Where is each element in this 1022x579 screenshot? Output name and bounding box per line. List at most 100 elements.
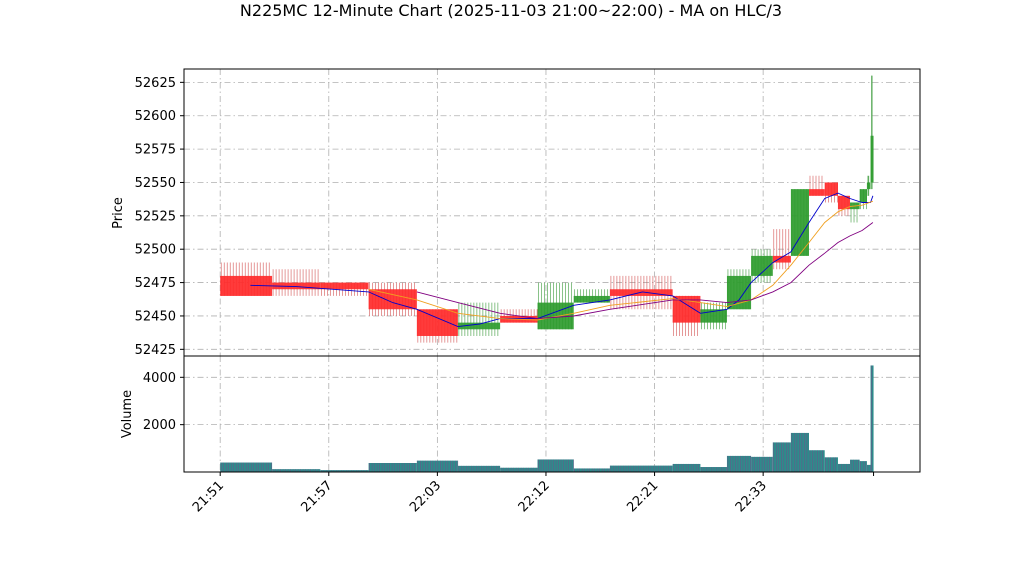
candle-body xyxy=(416,309,458,336)
volume-bar-fill xyxy=(772,442,791,472)
volume-panel-frame xyxy=(183,355,921,473)
candle-body xyxy=(837,195,851,210)
moving-average-line-ma-mid xyxy=(368,200,874,321)
volume-bar xyxy=(500,467,538,472)
candle-body xyxy=(726,275,752,310)
candle xyxy=(272,269,321,296)
candle xyxy=(457,302,501,336)
price-axis-title: Price xyxy=(111,197,126,229)
volume-bar xyxy=(700,467,727,472)
price-tick-label: 52450 xyxy=(135,309,176,324)
moving-average-line-ma-fast xyxy=(250,192,874,328)
candle xyxy=(537,282,574,330)
candle-body xyxy=(368,289,417,310)
candle xyxy=(859,189,867,210)
price-tick-label: 52500 xyxy=(135,243,176,258)
volume-bar-fill xyxy=(573,468,610,472)
volume-bar-fill xyxy=(368,463,417,472)
candle-body xyxy=(573,295,610,303)
candle-body xyxy=(859,189,867,203)
volume-bar-fill xyxy=(672,463,701,472)
price-tick-label: 52525 xyxy=(135,209,176,224)
volume-bar xyxy=(772,442,791,472)
candle-body xyxy=(320,282,369,290)
candle xyxy=(808,175,825,196)
x-tick-label: 21:57 xyxy=(299,478,336,515)
candle xyxy=(700,302,727,330)
price-tick-label: 52475 xyxy=(135,276,176,291)
x-tick-label: 22:03 xyxy=(407,478,444,515)
candle xyxy=(837,195,851,216)
volume-bar xyxy=(672,463,701,472)
candle-body xyxy=(220,275,273,296)
candle xyxy=(824,182,838,203)
volume-bar xyxy=(726,455,752,472)
volume-bar xyxy=(537,459,574,472)
volume-bar xyxy=(808,450,825,472)
candle xyxy=(368,282,417,316)
candle xyxy=(870,75,874,190)
volume-bar xyxy=(837,463,851,472)
volume-bar xyxy=(870,365,874,472)
volume-bar-fill xyxy=(790,432,809,472)
candle-body xyxy=(870,135,874,183)
volume-bar xyxy=(416,460,459,472)
x-tick-label: 22:12 xyxy=(516,478,553,515)
candle xyxy=(866,175,871,196)
price-tick-label: 52575 xyxy=(135,143,176,158)
volume-bar-fill xyxy=(850,459,860,472)
volume-bar xyxy=(368,463,417,472)
moving-average-line-ma-slow xyxy=(416,222,874,320)
chart-title: N225MC 12-Minute Chart (2025-11-03 21:00… xyxy=(240,1,782,20)
candle-body xyxy=(808,189,825,196)
volume-bar xyxy=(824,457,838,472)
volume-axis-title: Volume xyxy=(120,390,135,438)
candle-body xyxy=(751,255,773,276)
candle-body xyxy=(866,182,871,190)
volume-bar-fill xyxy=(537,459,574,472)
volume-bar xyxy=(790,432,809,472)
volume-bars xyxy=(220,365,874,472)
x-tick-label: 21:51 xyxy=(190,478,227,515)
price-tick-label: 52625 xyxy=(135,76,176,91)
volume-bar-fill xyxy=(320,470,369,472)
time-x-axis: 21:51 21:57 22:03 22:12 22:21 22:33 xyxy=(190,472,875,515)
x-tick-label: 22:21 xyxy=(624,478,661,515)
price-moving-averages xyxy=(250,192,874,328)
price-tick-label: 52600 xyxy=(135,109,176,124)
volume-bar-fill xyxy=(866,464,871,472)
volume-bar xyxy=(751,456,773,472)
volume-bar xyxy=(850,459,860,472)
volume-bar-fill xyxy=(808,450,825,472)
volume-bar-fill xyxy=(870,365,874,472)
price-tick-label: 52425 xyxy=(135,343,176,358)
price-candles xyxy=(220,75,874,343)
candle-body xyxy=(824,182,838,196)
volume-tick-label: 4000 xyxy=(143,371,176,386)
candle xyxy=(751,249,773,283)
candle-body xyxy=(772,255,791,263)
volume-bar xyxy=(220,462,273,472)
price-tick-label: 52550 xyxy=(135,176,176,191)
candle xyxy=(220,262,273,296)
candle xyxy=(573,289,610,303)
volume-bar-fill xyxy=(272,469,321,472)
volume-bar-fill xyxy=(824,457,838,472)
volume-bar xyxy=(573,468,610,472)
candle xyxy=(672,295,701,336)
price-y-axis: 52425 52450 52475 52500 52525 52550 52575 52600… xyxy=(135,76,184,358)
candle-body xyxy=(457,322,501,330)
candle xyxy=(416,309,458,343)
volume-tick-label: 2000 xyxy=(143,418,176,433)
volume-bar xyxy=(859,461,867,472)
candle-body xyxy=(272,282,321,290)
volume-bar xyxy=(457,465,501,472)
volume-bar xyxy=(866,464,871,472)
x-tick-label: 22:33 xyxy=(733,478,770,515)
volume-grid xyxy=(184,356,920,472)
candle xyxy=(772,229,791,270)
volume-y-axis: 2000 4000 xyxy=(143,371,184,433)
volume-bar xyxy=(609,465,673,472)
